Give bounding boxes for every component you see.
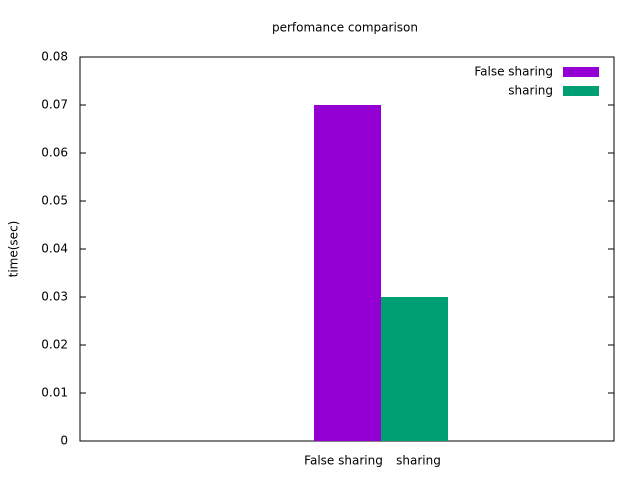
y-tick-label: 0.07 [41,98,68,112]
bar [381,297,448,441]
legend-label: False sharing [474,65,553,79]
y-tick-label: 0.04 [41,242,68,256]
legend-swatch [563,67,599,77]
chart-title: perfomance comparison [272,21,418,35]
y-tick-label: 0.02 [41,338,68,352]
y-tick-label: 0.01 [41,386,68,400]
y-tick-label: 0.08 [41,50,68,64]
y-tick-label: 0 [60,434,68,448]
x-tick-label: sharing [396,454,441,468]
y-axis-label: time(sec) [7,221,21,278]
x-tick-label: False sharing [304,454,383,468]
bar [314,105,381,441]
y-tick-label: 0.05 [41,194,68,208]
legend-swatch [563,86,599,96]
legend-label: sharing [508,84,553,98]
y-tick-label: 0.03 [41,290,68,304]
y-tick-label: 0.06 [41,146,68,160]
